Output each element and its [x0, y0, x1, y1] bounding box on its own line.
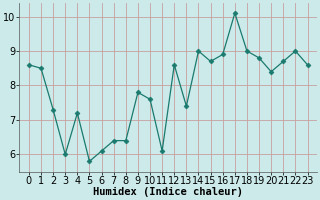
X-axis label: Humidex (Indice chaleur): Humidex (Indice chaleur): [93, 187, 243, 197]
